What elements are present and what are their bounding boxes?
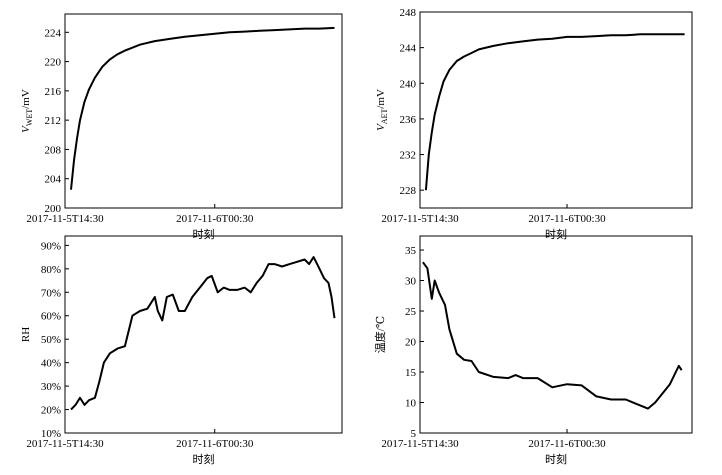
x-tick-label: 2017-11-5T14:30	[26, 438, 104, 450]
y-tick-label: 200	[45, 203, 62, 215]
x-tick-label: 2017-11-5T14:30	[26, 213, 104, 225]
x-tick-label: 2017-11-6T00:30	[528, 438, 606, 450]
y-axis-label: VAET/mV	[375, 89, 389, 131]
y-tick-label: 15	[405, 367, 417, 379]
y-tick-label: 60%	[41, 311, 61, 323]
y-tick-label: 220	[45, 57, 62, 69]
y-label-unit: /mV	[20, 89, 32, 109]
x-axis-label: 时刻	[193, 452, 215, 466]
y-axis-label: 温度/℃	[373, 316, 387, 353]
y-label-symbol: V	[375, 123, 387, 131]
y-tick-label: 248	[400, 7, 417, 19]
y-tick-label: 20	[405, 337, 417, 349]
x-axis-label: 时刻	[545, 452, 567, 466]
x-tick-label: 2017-11-6T00:30	[176, 438, 254, 450]
x-axis-label: 时刻	[193, 227, 215, 241]
y-tick-label: 216	[45, 86, 62, 98]
y-tick-label: 208	[45, 144, 62, 156]
line-series	[422, 261, 683, 410]
y-tick-label: 80%	[41, 264, 61, 276]
plot-frame	[419, 235, 693, 434]
x-tick-label: 2017-11-5T14:30	[381, 438, 459, 450]
y-tick-label: 90%	[41, 240, 61, 252]
x-tick-label: 2017-11-6T00:30	[176, 213, 254, 225]
y-tick-label: 35	[405, 245, 417, 257]
y-label-subscript: WET	[25, 109, 34, 126]
plot-frame	[419, 11, 693, 209]
plot-frame	[64, 235, 343, 434]
y-label-symbol: V	[20, 125, 32, 133]
y-tick-label: 10	[405, 398, 417, 410]
y-tick-label: 20%	[41, 405, 61, 417]
y-tick-label: 40%	[41, 358, 61, 370]
y-axis-label: VWET/mV	[20, 89, 34, 133]
y-label-subscript: AET	[380, 109, 389, 125]
y-tick-label: 30	[405, 276, 417, 288]
line-series	[424, 33, 685, 191]
y-tick-label: 236	[400, 114, 417, 126]
x-tick-label: 2017-11-5T14:30	[381, 213, 459, 225]
x-tick-label: 2017-11-6T00:30	[528, 213, 606, 225]
y-tick-label: 212	[45, 115, 62, 127]
y-tick-label: 244	[400, 43, 417, 55]
y-tick-label: 228	[400, 185, 417, 197]
y-tick-label: 25	[405, 306, 417, 318]
y-tick-label: 30%	[41, 381, 61, 393]
line-series	[70, 256, 336, 411]
y-tick-label: 50%	[41, 334, 61, 346]
y-axis-label: RH	[20, 327, 32, 342]
y-tick-label: 232	[400, 150, 417, 162]
y-tick-label: 224	[45, 27, 62, 39]
y-tick-label: 70%	[41, 287, 61, 299]
plot-frame	[64, 13, 343, 209]
y-tick-label: 204	[45, 174, 62, 186]
y-label-unit: /mV	[375, 89, 387, 109]
y-tick-label: 5	[411, 428, 417, 440]
y-tick-label: 240	[400, 78, 417, 90]
line-series	[70, 26, 335, 190]
x-axis-label: 时刻	[545, 227, 567, 241]
y-tick-label: 10%	[41, 428, 61, 440]
